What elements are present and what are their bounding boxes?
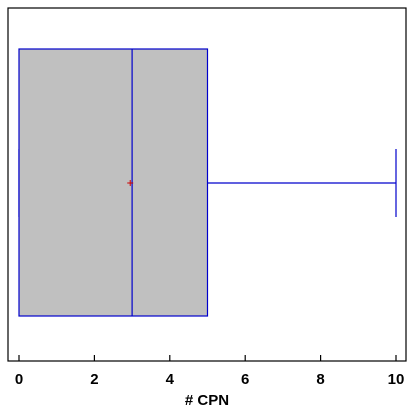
- x-axis-title: # CPN: [185, 392, 229, 409]
- mean-marker: [127, 180, 134, 186]
- x-tick-label-0: 0: [15, 371, 23, 388]
- x-tick-label-6: 6: [241, 371, 249, 388]
- x-axis: 0 2 4 6 8 10: [15, 355, 405, 388]
- interquartile-box: [18, 48, 209, 317]
- x-tick-label-10: 10: [388, 371, 405, 388]
- x-tick-label-4: 4: [166, 371, 175, 388]
- x-tick-label-2: 2: [90, 371, 98, 388]
- x-tick-label-8: 8: [316, 371, 324, 388]
